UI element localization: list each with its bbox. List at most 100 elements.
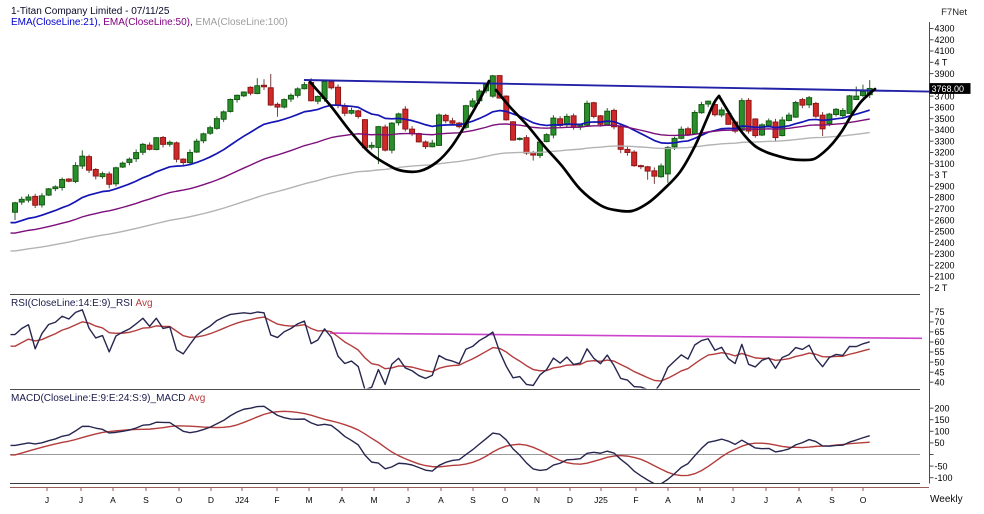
candle-bearish xyxy=(355,110,362,117)
candle-bearish xyxy=(442,114,449,122)
candle-bullish xyxy=(119,162,126,168)
legend-ema50[interactable]: EMA(CloseLine:50), xyxy=(103,17,195,28)
timeframe-label[interactable]: Weekly xyxy=(930,494,963,505)
macd-label-main[interactable]: MACD(CloseLine:E:9:E:24:S:9)_MACD xyxy=(11,393,186,404)
candle-bullish xyxy=(543,134,550,143)
candle-bullish xyxy=(52,186,59,190)
price-tick-label: 3100 xyxy=(935,159,955,169)
resistance-trendline[interactable] xyxy=(303,79,930,93)
candle-bearish xyxy=(86,156,93,171)
rsi-panel-label: RSI(CloseLine:14:E:9)_RSI Avg xyxy=(11,298,153,309)
month-label[interactable]: F xyxy=(274,495,279,505)
last-price-marker: 3768.00 xyxy=(929,83,971,94)
month-label[interactable]: J xyxy=(731,495,735,505)
month-label[interactable]: S xyxy=(470,495,476,505)
candle-bearish xyxy=(146,144,153,150)
month-label[interactable]: A xyxy=(110,495,116,505)
candle-bullish xyxy=(348,110,355,114)
month-label[interactable]: J xyxy=(79,495,83,505)
macd-label-avg[interactable]: Avg xyxy=(186,393,206,404)
price-tick-label: 2 T xyxy=(935,283,948,293)
month-label[interactable]: S xyxy=(829,495,835,505)
candle-bearish xyxy=(92,168,99,177)
candle-bullish xyxy=(314,95,321,102)
cup-pattern-drawing-1[interactable] xyxy=(308,79,491,174)
month-label[interactable]: A xyxy=(339,495,345,505)
candle-bearish xyxy=(180,158,187,163)
candle-bullish xyxy=(388,122,395,151)
rsi-label-main[interactable]: RSI(CloseLine:14:E:9)_RSI xyxy=(11,298,133,309)
month-label[interactable]: O xyxy=(502,495,509,505)
rsi-tick-label: 65 xyxy=(935,327,945,337)
month-label[interactable]: J24 xyxy=(235,495,249,505)
month-label[interactable]: A xyxy=(438,495,444,505)
candle-bullish xyxy=(368,144,375,148)
month-label[interactable]: D xyxy=(567,495,573,505)
candle-bearish xyxy=(503,95,510,121)
candle-bullish xyxy=(469,100,476,107)
candle-bullish xyxy=(213,118,220,129)
rsi-tick-label: 40 xyxy=(935,377,945,387)
candle-bearish xyxy=(449,120,456,124)
price-tick-label: 3400 xyxy=(935,125,955,135)
candle-bearish xyxy=(819,114,826,130)
rsi-panel-plot-area[interactable] xyxy=(10,295,920,389)
candle-bearish xyxy=(644,166,651,172)
legend-ema21[interactable]: EMA(CloseLine:21), xyxy=(11,17,103,28)
month-label[interactable]: S xyxy=(143,495,149,505)
candle-bullish xyxy=(133,152,140,160)
macd-tick-label: -50 xyxy=(935,461,948,471)
candle-bearish xyxy=(610,109,617,128)
price-panel-plot-area[interactable] xyxy=(10,17,920,294)
price-tick-label: 2500 xyxy=(935,227,955,237)
candle-bullish xyxy=(25,196,32,201)
price-tick-label: 3200 xyxy=(935,148,955,158)
month-label[interactable]: A xyxy=(796,495,802,505)
month-label[interactable]: O xyxy=(860,495,867,505)
month-label[interactable]: A xyxy=(665,495,671,505)
month-label[interactable]: D xyxy=(208,495,214,505)
price-tick-label: 3300 xyxy=(935,136,955,146)
month-label[interactable]: J xyxy=(406,495,410,505)
candle-bearish xyxy=(32,195,39,206)
month-label[interactable]: J xyxy=(45,495,49,505)
month-label[interactable]: O xyxy=(176,495,183,505)
candle-bullish xyxy=(691,111,698,135)
candle-bearish xyxy=(173,142,180,160)
candle-bullish xyxy=(99,173,106,178)
candle-bearish xyxy=(341,105,348,114)
candle-bullish xyxy=(785,114,792,121)
rsi-tick-label: 60 xyxy=(935,337,945,347)
candle-bullish xyxy=(200,133,207,142)
cup-pattern-drawing-3[interactable] xyxy=(717,87,877,162)
macd-panel-label: MACD(CloseLine:E:9:E:24:S:9)_MACD Avg xyxy=(11,393,205,404)
rsi-trendline[interactable] xyxy=(329,332,929,340)
month-label[interactable]: N xyxy=(534,495,540,505)
candle-bullish xyxy=(38,195,45,206)
month-label[interactable]: M xyxy=(370,495,377,505)
annotation-drawings[interactable] xyxy=(303,79,930,213)
macd-panel-plot-area[interactable] xyxy=(10,390,920,483)
indicator-legend: EMA(CloseLine:21), EMA(CloseLine:50), EM… xyxy=(11,17,288,28)
legend-ema100[interactable]: EMA(CloseLine:100) xyxy=(196,17,288,28)
candle-bullish xyxy=(462,105,469,128)
candle-bullish xyxy=(227,99,234,112)
month-label[interactable]: M xyxy=(305,495,312,505)
time-axis[interactable]: J J A S O D J24 F M A M J A S O N D J25 F A M J J A S O xyxy=(45,487,867,506)
cup-pattern-drawing-2[interactable] xyxy=(494,88,721,213)
month-label[interactable]: J xyxy=(764,495,768,505)
price-tick-label: 2200 xyxy=(935,260,955,270)
candle-bullish xyxy=(281,99,288,108)
candle-bullish xyxy=(18,198,25,203)
candle-bearish xyxy=(415,133,422,143)
month-label[interactable]: M xyxy=(696,495,703,505)
rsi-label-avg[interactable]: Avg xyxy=(133,298,153,309)
month-label[interactable]: J25 xyxy=(594,495,608,505)
month-label[interactable]: F xyxy=(633,495,638,505)
candle-bearish xyxy=(510,121,517,141)
